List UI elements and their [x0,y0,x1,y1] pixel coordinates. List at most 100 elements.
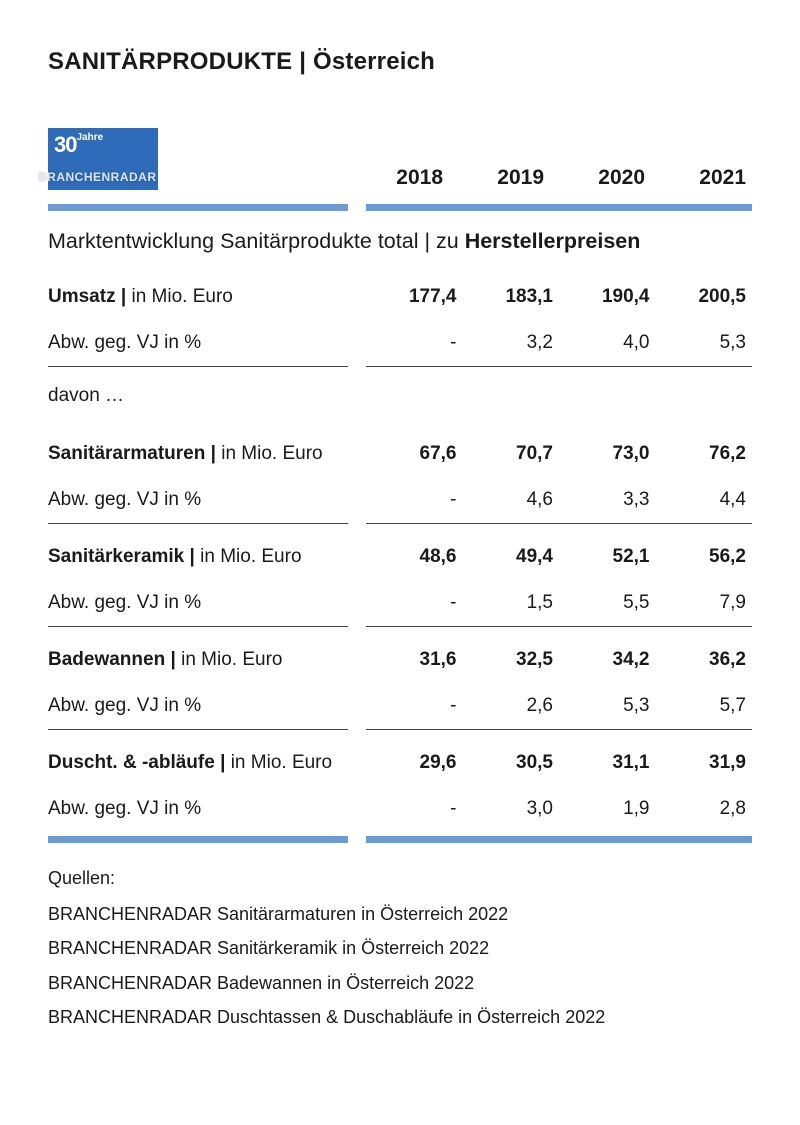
table-cell: 67,6 [366,443,463,465]
group-label-bold: Sanitärarmaturen [48,443,205,464]
group-pct-row: Abw. geg. VJ in % -4,63,34,4 [48,477,752,523]
group-values: 67,670,773,076,2 [366,443,752,465]
table-cell: 4,0 [559,332,656,354]
group-pct-values: -1,55,57,9 [366,592,752,614]
umsatz-pct-row: Abw. geg. VJ in % - 3,2 4,0 5,3 [48,320,752,366]
accent-bar-left [48,836,348,843]
label-sep: | [220,752,225,773]
umsatz-label-rest: in Mio. Euro [131,286,232,307]
group-label: Badewannen | in Mio. Euro [48,643,348,677]
table-cell: 32,5 [463,649,560,671]
divider-left [48,626,348,627]
table-cell: 4,6 [463,489,560,511]
year-col: 2021 [651,166,752,190]
header-row: 30Jahre BRANCHENRADAR 2018 2019 2020 202… [48,112,752,190]
section-title-bold: Herstellerpreisen [465,229,641,253]
label-sep: | [170,649,175,670]
logo-years-label: Jahre [76,132,103,143]
source-line: BRANCHENRADAR Sanitärarmaturen in Österr… [48,897,752,931]
table-cell: 36,2 [656,649,753,671]
table-cell: 1,9 [559,798,656,820]
table-cell: 183,1 [463,286,560,308]
table-cell: 177,4 [366,286,463,308]
group-pct-values: -3,01,92,8 [366,798,752,820]
table-cell: - [366,695,463,717]
table-cell: 2,6 [463,695,560,717]
davon-label: davon … [48,385,752,407]
accent-bar-right [366,836,752,843]
table-cell: 3,0 [463,798,560,820]
table-cell: 5,5 [559,592,656,614]
group-label: Duscht. & -abläufe | in Mio. Euro [48,746,348,780]
table-cell: 200,5 [656,286,753,308]
group-label-rest: in Mio. Euro [200,546,301,567]
table-cell: - [366,332,463,354]
group-label-rest: in Mio. Euro [181,649,282,670]
group-value-row: Badewannen | in Mio. Euro 31,632,534,236,… [48,637,752,683]
table-cell: 76,2 [656,443,753,465]
group-values: 29,630,531,131,9 [366,752,752,774]
table-cell: - [366,489,463,511]
table-cell: 31,9 [656,752,753,774]
group-value-row: Sanitärkeramik | in Mio. Euro48,649,452,… [48,534,752,580]
group-pct-values: -2,65,35,7 [366,695,752,717]
accent-bar-left [48,204,348,211]
year-col: 2020 [550,166,651,190]
table-cell: 31,6 [366,649,463,671]
group-label-bold: Badewannen [48,649,165,670]
group-pct-row: Abw. geg. VJ in %-2,65,35,7 [48,683,752,729]
table-cell: 1,5 [463,592,560,614]
accent-bar-right [366,204,752,211]
logo-brand-text: BRANCHENRADAR [38,170,157,184]
group-pct-row: Abw. geg. VJ in %-3,01,92,8 [48,786,752,832]
table-cell: 7,9 [656,592,753,614]
source-line: BRANCHENRADAR Duschtassen & Duschabläufe… [48,1000,752,1034]
table-cell: 48,6 [366,546,463,568]
group-value-row: Duscht. & -abläufe | in Mio. Euro 29,630,… [48,740,752,786]
top-accent-bars [48,204,752,211]
table-cell: 30,5 [463,752,560,774]
label-sep: | [190,546,195,567]
table-cell: 29,6 [366,752,463,774]
table-cell: 52,1 [559,546,656,568]
table-cell: 34,2 [559,649,656,671]
divider-left [48,523,348,524]
group-pct-values: -4,63,34,4 [366,489,752,511]
umsatz-row: Umsatz | in Mio. Euro 177,4 183,1 190,4 … [48,274,752,320]
group-values: 48,649,452,156,2 [366,546,752,568]
table-cell: 5,3 [559,695,656,717]
table-cell: 5,3 [656,332,753,354]
groups-container: Sanitärarmaturen | in Mio. Euro67,670,77… [48,421,752,832]
group-pct-label: Abw. geg. VJ in % [48,586,348,620]
divider-left [48,729,348,730]
table-cell: 49,4 [463,546,560,568]
table-cell: 73,0 [559,443,656,465]
umsatz-label-bold: Umsatz [48,286,116,307]
year-col: 2018 [348,166,449,190]
group-label-bold: Duscht. & -abläufe [48,752,215,773]
table-cell: 70,7 [463,443,560,465]
divider-left [48,366,348,367]
bottom-accent-bars [48,836,752,843]
group-pct-label: Abw. geg. VJ in % [48,483,348,517]
logo-years-number: 30 [54,132,76,157]
table-cell: 3,2 [463,332,560,354]
group-pct-row: Abw. geg. VJ in % -1,55,57,9 [48,580,752,626]
table-cell: 56,2 [656,546,753,568]
year-col: 2019 [449,166,550,190]
logo-badge: 30Jahre BRANCHENRADAR [48,128,158,190]
divider-right [366,523,752,524]
umsatz-pct-label: Abw. geg. VJ in % [48,326,348,360]
group-label-rest: in Mio. Euro [231,752,332,773]
year-header: 2018 2019 2020 2021 [348,166,752,190]
table-cell: 190,4 [559,286,656,308]
label-sep: | [211,443,216,464]
divider-right [366,366,752,367]
divider-row [48,523,752,524]
umsatz-values: 177,4 183,1 190,4 200,5 [366,286,752,308]
group-label: Sanitärarmaturen | in Mio. Euro [48,437,348,471]
page-title: SANITÄRPRODUKTE | Österreich [48,48,752,76]
table-cell: 5,7 [656,695,753,717]
table-cell: 3,3 [559,489,656,511]
source-line: BRANCHENRADAR Badewannen in Österreich 2… [48,966,752,1000]
